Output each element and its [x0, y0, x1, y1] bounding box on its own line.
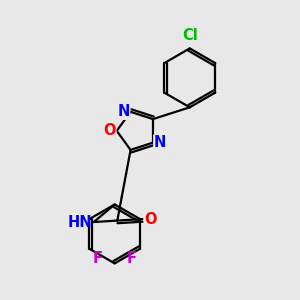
- Text: F: F: [93, 251, 103, 266]
- Text: N: N: [117, 104, 130, 119]
- Text: N: N: [154, 135, 166, 150]
- Text: F: F: [127, 251, 136, 266]
- Text: O: O: [145, 212, 157, 226]
- Text: O: O: [103, 123, 116, 138]
- Text: Cl: Cl: [182, 28, 198, 43]
- Text: HN: HN: [68, 214, 92, 230]
